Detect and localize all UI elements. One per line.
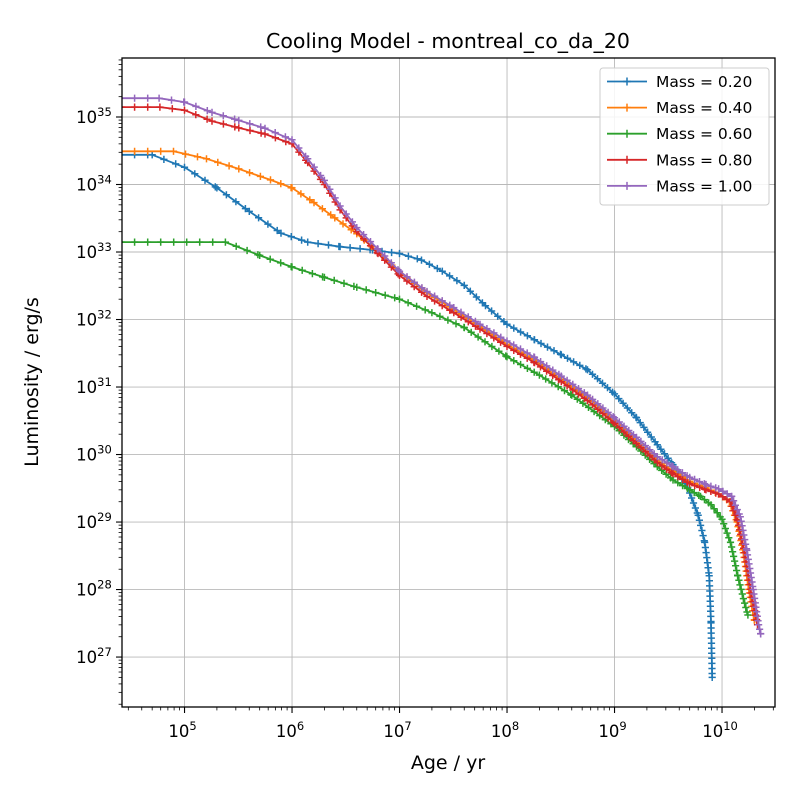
legend-entry-0: Mass = 0.20 xyxy=(607,73,752,91)
legend-label: Mass = 0.20 xyxy=(656,73,752,91)
x-tick-label-1e7: 107 xyxy=(383,719,411,741)
series-markers xyxy=(122,103,762,629)
series-mass-0-20 xyxy=(122,151,716,681)
y-tick-label-1e29: 1029 xyxy=(76,510,112,532)
legend-box xyxy=(599,67,770,206)
legend-label: Mass = 1.00 xyxy=(656,177,752,195)
legend-entry-4: Mass = 1.00 xyxy=(607,177,752,195)
legend-label: Mass = 0.80 xyxy=(656,151,752,169)
legend-entry-2: Mass = 0.60 xyxy=(607,125,752,143)
legend-plus-marker-icon xyxy=(623,181,631,190)
y-tick-label-1e33: 1033 xyxy=(76,240,112,262)
legend-plus-marker-icon xyxy=(623,103,631,112)
axis-ticks xyxy=(116,59,774,713)
legend-plus-marker-icon xyxy=(623,155,631,164)
legend-label: Mass = 0.60 xyxy=(656,125,752,143)
series-markers xyxy=(122,94,765,638)
y-axis-label: Luminosity / erg/s xyxy=(21,297,43,467)
legend: Mass = 0.20 Mass = 0.40 Mass = 0.60 Mass = … xyxy=(599,67,770,206)
y-tick-label-1e32: 1032 xyxy=(76,308,112,330)
x-tick-label-1e9: 109 xyxy=(598,719,626,741)
y-tick-label-1e28: 1028 xyxy=(76,578,112,600)
legend-plus-marker-icon xyxy=(623,77,631,86)
axis-tick-labels: 105 106 107 108 109 1010 1027 1028 1029 1030 1031 1… xyxy=(76,105,738,741)
series-mass-0-40 xyxy=(122,147,758,624)
y-tick-label-1e30: 1030 xyxy=(76,443,112,465)
series-line xyxy=(122,150,756,621)
x-tick-label-1e10: 1010 xyxy=(702,719,738,741)
series-mass-0-80 xyxy=(122,103,762,629)
y-tick-label-1e31: 1031 xyxy=(76,375,112,397)
legend-entry-3: Mass = 0.80 xyxy=(607,151,752,169)
y-tick-label-1e27: 1027 xyxy=(76,645,112,667)
series-mass-1-00 xyxy=(122,94,765,638)
x-tick-label-1e8: 108 xyxy=(491,719,519,741)
legend-label: Mass = 0.40 xyxy=(656,99,752,117)
legend-plus-marker-icon xyxy=(623,129,631,138)
series-line xyxy=(122,153,714,678)
chart-title: Cooling Model - montreal_co_da_20 xyxy=(266,29,630,54)
plot-area-border xyxy=(121,57,776,708)
y-tick-label-1e35: 1035 xyxy=(76,105,112,127)
x-axis-label: Age / yr xyxy=(411,752,485,774)
series-markers xyxy=(122,151,716,681)
series-markers xyxy=(122,147,758,624)
x-tick-label-1e5: 105 xyxy=(168,719,196,741)
x-tick-label-1e6: 106 xyxy=(276,719,304,741)
legend-entry-1: Mass = 0.40 xyxy=(607,99,752,117)
y-tick-label-1e34: 1034 xyxy=(76,173,112,195)
series-lines xyxy=(122,94,765,681)
